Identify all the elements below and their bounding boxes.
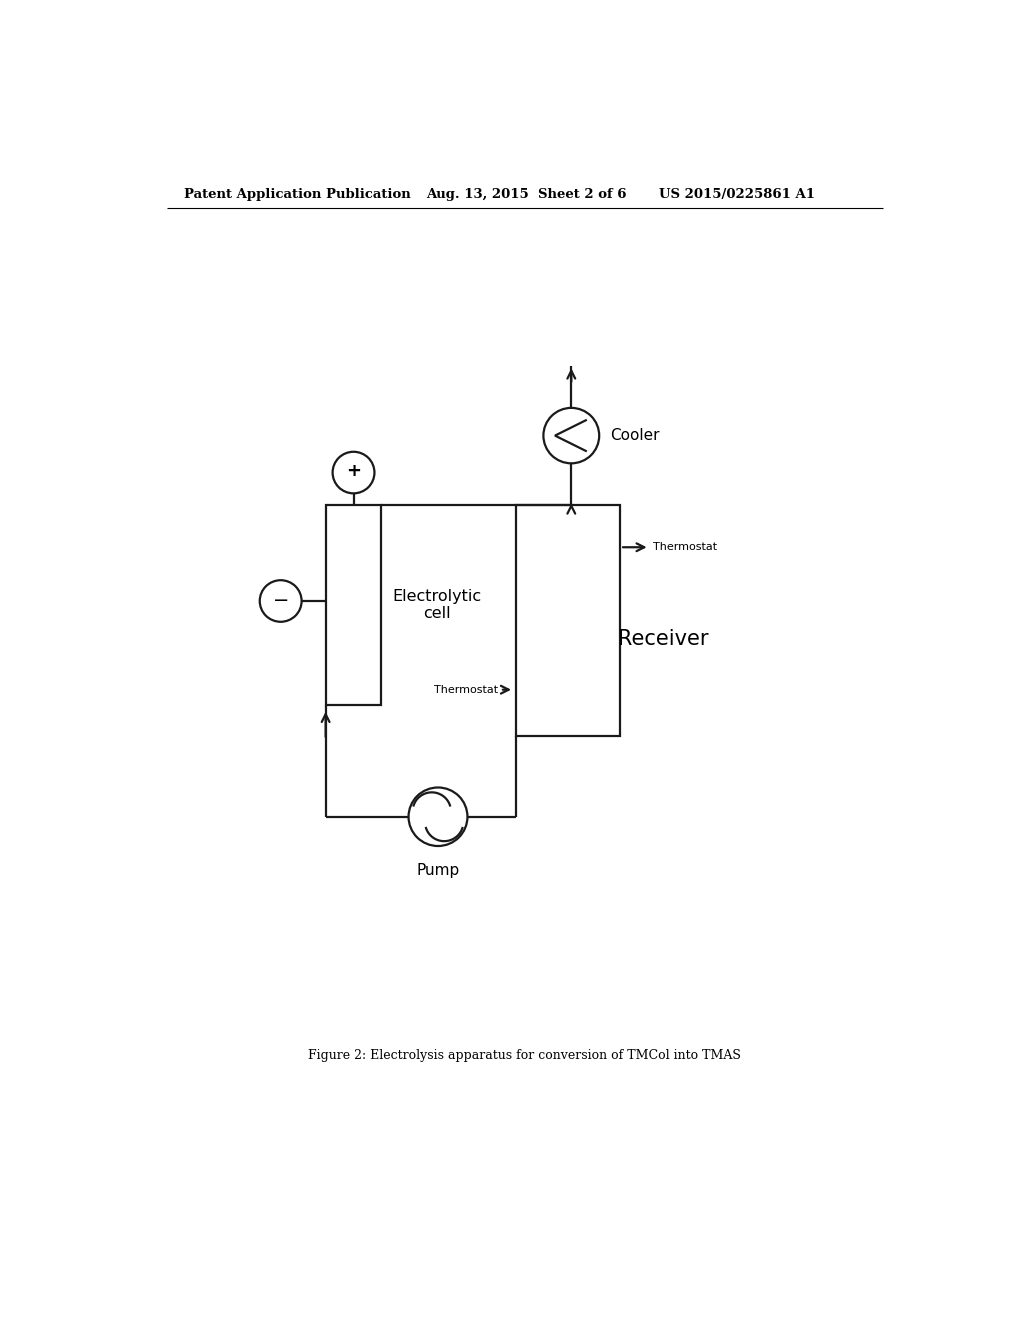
Circle shape xyxy=(409,788,467,846)
Text: Cooler: Cooler xyxy=(610,428,659,444)
Text: −: − xyxy=(272,591,289,610)
Text: US 2015/0225861 A1: US 2015/0225861 A1 xyxy=(658,187,815,201)
Circle shape xyxy=(260,581,302,622)
Text: Patent Application Publication: Patent Application Publication xyxy=(183,187,411,201)
Bar xyxy=(515,506,621,737)
Text: Thermostat: Thermostat xyxy=(652,543,717,552)
Text: Aug. 13, 2015  Sheet 2 of 6: Aug. 13, 2015 Sheet 2 of 6 xyxy=(426,187,627,201)
Text: Receiver: Receiver xyxy=(617,628,708,649)
Text: Thermostat: Thermostat xyxy=(433,685,498,694)
Circle shape xyxy=(544,408,599,463)
Text: Figure 2: Electrolysis apparatus for conversion of TMCol into TMAS: Figure 2: Electrolysis apparatus for con… xyxy=(308,1049,741,1063)
Text: +: + xyxy=(346,462,361,480)
Text: Pump: Pump xyxy=(417,863,460,878)
Text: Electrolytic
cell: Electrolytic cell xyxy=(392,589,481,622)
Bar xyxy=(326,506,381,705)
Circle shape xyxy=(333,451,375,494)
